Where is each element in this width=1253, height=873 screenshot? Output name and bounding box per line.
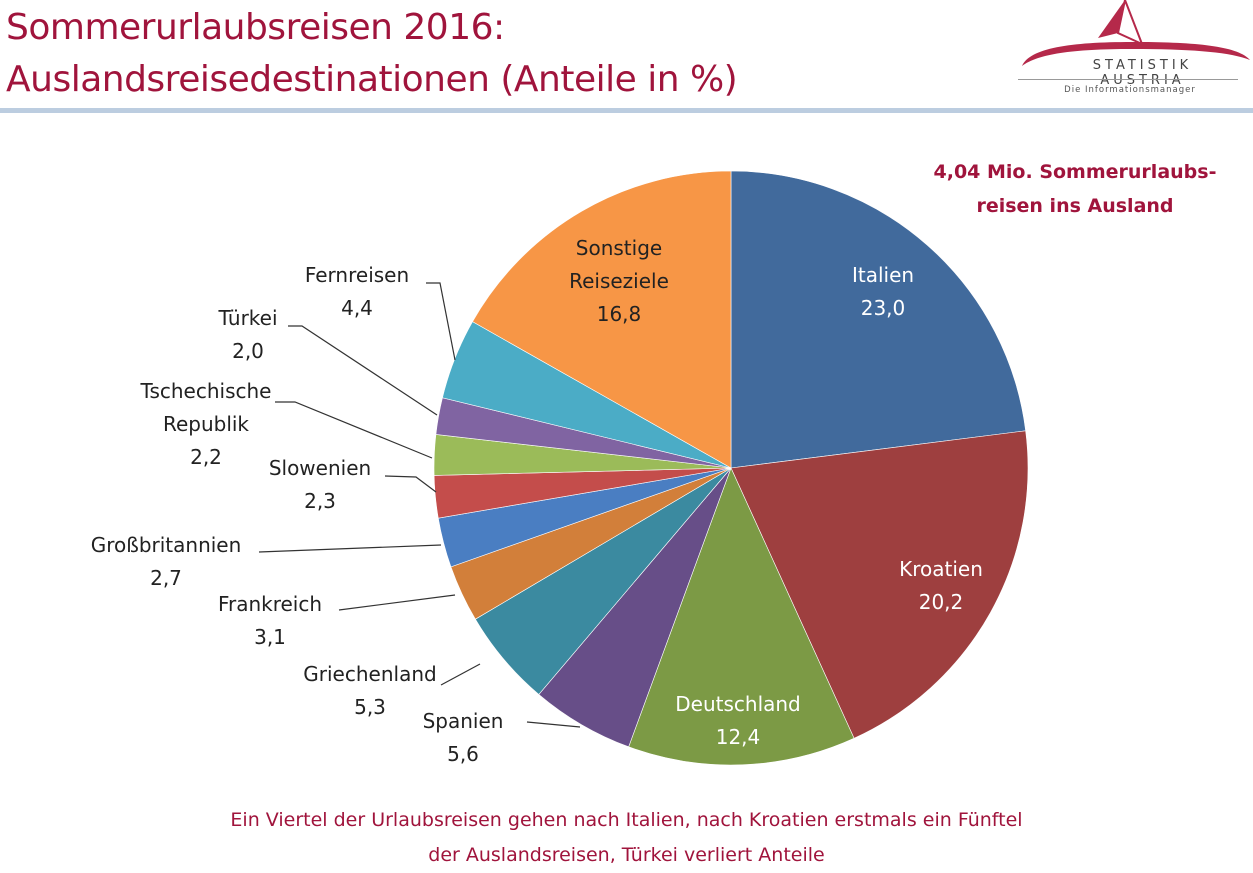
statistik-austria-logo <box>1022 0 1250 66</box>
pie-slice-kroatien <box>730 430 1029 739</box>
leader-line-tuerkei <box>288 325 438 416</box>
leader-line-grossbritannien <box>258 544 442 553</box>
slice-value-fernreisen: 4,4 <box>341 296 373 320</box>
slice-value-sonstige-reiseziele: 16,8 <box>597 302 642 326</box>
leader-line-tschechische-republik <box>275 401 433 459</box>
slice-label-slowenien: Slowenien <box>269 456 371 480</box>
logo-swoosh-icon <box>1022 42 1250 66</box>
slice-value-tuerkei: 2,0 <box>232 339 264 363</box>
slice-label-tuerkei: Türkei <box>217 306 277 330</box>
leader-line-frankreich <box>338 594 456 611</box>
slice-value-frankreich: 3,1 <box>254 625 286 649</box>
logo-name: STATISTIK AUSTRIA <box>1092 58 1193 88</box>
slice-value-tschechische-republik: 2,2 <box>190 445 222 469</box>
slice-labels: Italien 23,0 Kroatien 20,2 Deutschland 12,4 Sp… <box>91 236 983 766</box>
slice-label-tschechische-republik-1: Tschechische <box>140 379 272 403</box>
slice-label-sonstige-reiseziele-2: Reiseziele <box>569 269 669 293</box>
title-line-2: Auslandsreisedestinationen (Anteile in %… <box>6 59 738 100</box>
footer-line-2: der Auslandsreisen, Türkei verliert Ante… <box>428 844 825 866</box>
pie-slice-italien <box>730 170 1026 469</box>
slice-value-deutschland: 12,4 <box>716 725 761 749</box>
slice-value-spanien: 5,6 <box>447 742 479 766</box>
slice-label-fernreisen: Fernreisen <box>305 263 409 287</box>
slice-label-spanien: Spanien <box>423 709 504 733</box>
slice-label-grossbritannien: Großbritannien <box>91 533 242 557</box>
summary-callout: 4,04 Mio. Sommerurlaubs- reisen ins Ausl… <box>905 155 1245 223</box>
leader-line-fernreisen <box>426 282 456 361</box>
summary-line-2: reisen ins Ausland <box>976 195 1174 217</box>
slice-value-grossbritannien: 2,7 <box>150 566 182 590</box>
slice-label-frankreich: Frankreich <box>218 592 322 616</box>
leader-line-slowenien <box>384 475 437 493</box>
leader-line-spanien <box>526 721 581 728</box>
slice-label-kroatien: Kroatien <box>899 557 983 581</box>
pie-slice-sonstige-reiseziele <box>472 170 732 469</box>
slice-value-griechenland: 5,3 <box>354 695 386 719</box>
slice-value-kroatien: 20,2 <box>919 590 964 614</box>
summary-line-1: 4,04 Mio. Sommerurlaubs- <box>933 161 1217 183</box>
footer-note: Ein Viertel der Urlaubsreisen gehen nach… <box>0 803 1253 873</box>
pie-slices <box>433 170 1029 766</box>
slice-value-slowenien: 2,3 <box>304 489 336 513</box>
logo-triangle-outline-icon <box>1116 0 1144 46</box>
logo-tagline: Die Informationsmanager <box>1064 85 1196 95</box>
slice-label-deutschland: Deutschland <box>675 692 801 716</box>
slice-label-sonstige-reiseziele-1: Sonstige <box>576 236 662 260</box>
title-line-1: Sommerurlaubsreisen 2016: <box>6 7 505 48</box>
header-divider <box>0 108 1253 113</box>
leader-lines <box>258 282 581 728</box>
leader-line-griechenland <box>440 663 481 686</box>
footer-line-1: Ein Viertel der Urlaubsreisen gehen nach… <box>230 809 1023 831</box>
pie-slice-deutschland <box>628 467 855 766</box>
slice-label-griechenland: Griechenland <box>303 662 436 686</box>
page-title: Sommerurlaubsreisen 2016: Auslandsreised… <box>6 2 738 106</box>
slice-value-italien: 23,0 <box>861 296 906 320</box>
logo-rule <box>1018 79 1238 80</box>
slice-label-tschechische-republik-2: Republik <box>163 412 249 436</box>
slice-label-italien: Italien <box>852 263 914 287</box>
